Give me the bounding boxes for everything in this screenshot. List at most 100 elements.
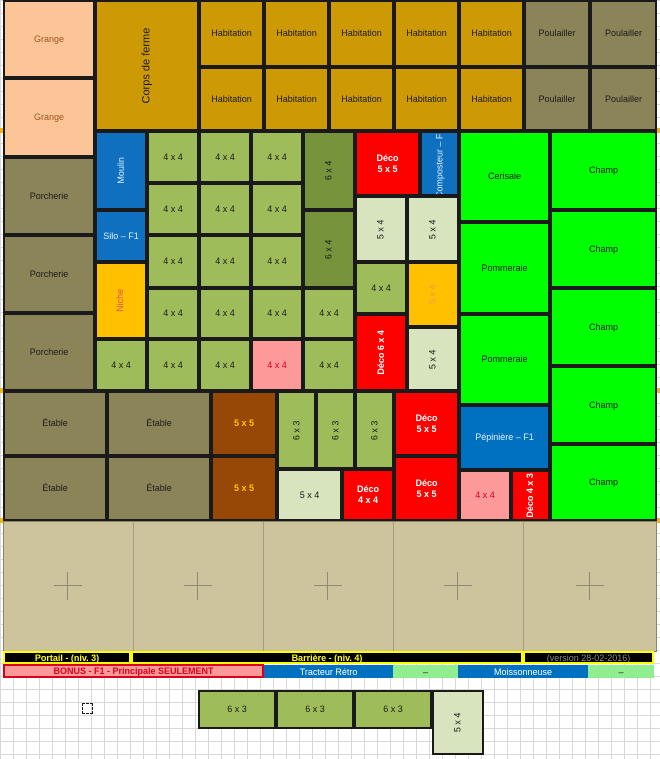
ext-1[interactable]: 6 x 3: [198, 690, 276, 729]
deco-5[interactable]: Déco 5 x 5: [394, 456, 459, 521]
g-26[interactable]: 5 x 4: [407, 327, 459, 391]
habitation-10[interactable]: Habitation: [459, 67, 524, 131]
g-18[interactable]: 4 x 4: [251, 339, 303, 391]
etable-1[interactable]: Étable: [3, 391, 107, 456]
poulailler-3[interactable]: Poulailler: [524, 67, 590, 131]
cell-label: Champ: [588, 243, 618, 254]
tracteur-label[interactable]: Tracteur Rétro: [264, 665, 393, 678]
moulin[interactable]: Moulin: [95, 131, 147, 210]
champ-2[interactable]: Champ: [550, 210, 657, 288]
dash-label[interactable]: –: [393, 665, 458, 678]
gate-slot: [524, 522, 656, 651]
g-1[interactable]: 4 x 4: [147, 131, 199, 183]
g-29[interactable]: 6 x 3: [355, 391, 394, 469]
deco-3[interactable]: Déco 4 x 4: [342, 469, 394, 521]
cell-label: 4 x 4: [163, 203, 183, 214]
cell-label: 4 x 4: [111, 359, 131, 370]
dash-label[interactable]: –: [588, 665, 654, 678]
g-7[interactable]: 4 x 4: [147, 235, 199, 288]
pommeraie-1[interactable]: Pommeraie: [459, 222, 550, 314]
g-6[interactable]: 4 x 4: [251, 183, 303, 235]
g-10[interactable]: 4 x 4: [147, 288, 199, 339]
gate-slot: [134, 522, 264, 651]
cell-label: Silo – F1: [103, 230, 139, 241]
g-15[interactable]: 4 x 4: [147, 339, 199, 391]
habitation-8[interactable]: Habitation: [329, 67, 394, 131]
habitation-4[interactable]: Habitation: [394, 0, 459, 67]
etable-3[interactable]: Étable: [3, 456, 107, 521]
g-30[interactable]: 5 x 4: [277, 469, 342, 521]
corps-de-ferme[interactable]: Corps de ferme: [95, 0, 199, 131]
g-23[interactable]: 5 x 4: [407, 196, 459, 262]
pepiniere[interactable]: Pépinière – F1: [459, 405, 550, 470]
champ-4[interactable]: Champ: [550, 366, 657, 444]
g-8[interactable]: 4 x 4: [199, 235, 251, 288]
moissonneuse-label[interactable]: Moissonneuse: [458, 665, 588, 678]
g-16[interactable]: 4 x 4: [199, 339, 251, 391]
etable-2[interactable]: Étable: [107, 391, 211, 456]
cell-label: 4 x 4: [163, 359, 183, 370]
g-9[interactable]: 4 x 4: [251, 235, 303, 288]
grange-2[interactable]: Grange: [3, 78, 95, 157]
g-27[interactable]: 6 x 3: [277, 391, 316, 469]
habitation-2[interactable]: Habitation: [264, 0, 329, 67]
porcherie-1[interactable]: Porcherie: [3, 157, 95, 235]
cell-label: Moulin: [115, 157, 126, 184]
gate-area: [3, 521, 657, 652]
poulailler-1[interactable]: Poulailler: [524, 0, 590, 67]
deco-2[interactable]: Déco 6 x 4: [355, 314, 407, 391]
ext-3[interactable]: 6 x 3: [354, 690, 432, 729]
porcherie-3[interactable]: Porcherie: [3, 313, 95, 391]
ext-4[interactable]: 5 x 4: [432, 690, 484, 755]
row-marker: [657, 388, 660, 393]
g-25[interactable]: 5 x 4: [407, 262, 459, 327]
habitation-3[interactable]: Habitation: [329, 0, 394, 67]
g-11[interactable]: 4 x 4: [199, 288, 251, 339]
habitation-9[interactable]: Habitation: [394, 67, 459, 131]
compost[interactable]: Composteur – F1: [420, 131, 459, 196]
deco-6[interactable]: Déco 4 x 3: [511, 470, 550, 521]
g-17[interactable]: 4 x 4: [303, 288, 355, 339]
g-28[interactable]: 6 x 3: [316, 391, 355, 469]
g-3[interactable]: 4 x 4: [251, 131, 303, 183]
habitation-6[interactable]: Habitation: [199, 67, 264, 131]
g-12[interactable]: 4 x 4: [251, 288, 303, 339]
g-20[interactable]: 6 x 4: [303, 131, 355, 210]
brun-2[interactable]: 5 x 5: [211, 456, 277, 521]
barriere-label[interactable]: Barrière - (niv. 4): [131, 651, 523, 664]
g-21[interactable]: 6 x 4: [303, 210, 355, 288]
g-2[interactable]: 4 x 4: [199, 131, 251, 183]
cell-label: Habitation: [406, 93, 447, 104]
habitation-1[interactable]: Habitation: [199, 0, 264, 67]
cell-label: Étable: [146, 483, 172, 494]
g-22[interactable]: 5 x 4: [355, 196, 407, 262]
champ-1[interactable]: Champ: [550, 131, 657, 210]
etable-4[interactable]: Étable: [107, 456, 211, 521]
poulailler-2[interactable]: Poulailler: [590, 0, 657, 67]
porcherie-2[interactable]: Porcherie: [3, 235, 95, 313]
g-5[interactable]: 4 x 4: [199, 183, 251, 235]
selected-cell[interactable]: [82, 703, 93, 714]
poulailler-4[interactable]: Poulailler: [590, 67, 657, 131]
deco-4[interactable]: Déco 5 x 5: [394, 391, 459, 456]
cerisaie[interactable]: Cerisaie: [459, 131, 550, 222]
brun-1[interactable]: 5 x 5: [211, 391, 277, 456]
habitation-7[interactable]: Habitation: [264, 67, 329, 131]
ext-2[interactable]: 6 x 3: [276, 690, 354, 729]
champ-3[interactable]: Champ: [550, 288, 657, 366]
champ-5[interactable]: Champ: [550, 444, 657, 521]
g-24[interactable]: 4 x 4: [355, 262, 407, 314]
g-31[interactable]: 4 x 4: [459, 470, 511, 521]
g-4[interactable]: 4 x 4: [147, 183, 199, 235]
portail-label[interactable]: Portail - (niv. 3): [3, 651, 131, 664]
silo[interactable]: Silo – F1: [95, 210, 147, 262]
bonus-label[interactable]: BONUS - F1 - Principale SEULEMENT: [3, 664, 264, 678]
habitation-5[interactable]: Habitation: [459, 0, 524, 67]
cell-label: 4 x 4: [163, 151, 183, 162]
pommeraie-2[interactable]: Pommeraie: [459, 314, 550, 405]
niche[interactable]: Niche: [95, 262, 147, 339]
g-14[interactable]: 4 x 4: [95, 339, 147, 391]
deco-1[interactable]: Déco 5 x 5: [355, 131, 420, 196]
grange-1[interactable]: Grange: [3, 0, 95, 78]
g-19[interactable]: 4 x 4: [303, 339, 355, 391]
